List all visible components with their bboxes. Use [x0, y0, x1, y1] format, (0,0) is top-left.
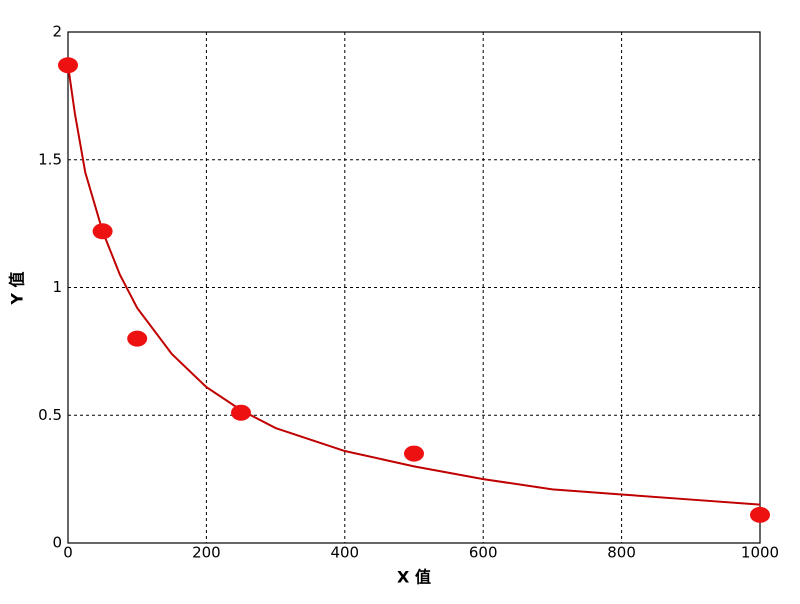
x-tick-label: 600 — [469, 544, 498, 562]
data-point — [127, 330, 148, 347]
x-axis-title: X 值 — [397, 568, 431, 587]
fit-curve — [67, 65, 761, 506]
data-point — [58, 57, 78, 74]
y-tick-label: 0.5 — [38, 406, 62, 424]
data-point — [92, 223, 113, 240]
y-tick-label: 1.5 — [38, 150, 62, 168]
y-tick-label: 1 — [52, 278, 62, 296]
x-tick-label: 200 — [192, 544, 221, 562]
x-tick-label: 0 — [63, 544, 73, 562]
data-point — [750, 506, 770, 523]
data-point — [404, 445, 424, 462]
data-point — [231, 404, 251, 421]
y-tick-label: 2 — [52, 23, 62, 41]
x-tick-label: 1000 — [741, 544, 779, 562]
x-tick-label: 400 — [330, 544, 359, 562]
y-axis-title: Y 值 — [8, 271, 27, 305]
x-tick-label: 800 — [607, 544, 636, 562]
y-tick-label: 0 — [52, 534, 62, 552]
